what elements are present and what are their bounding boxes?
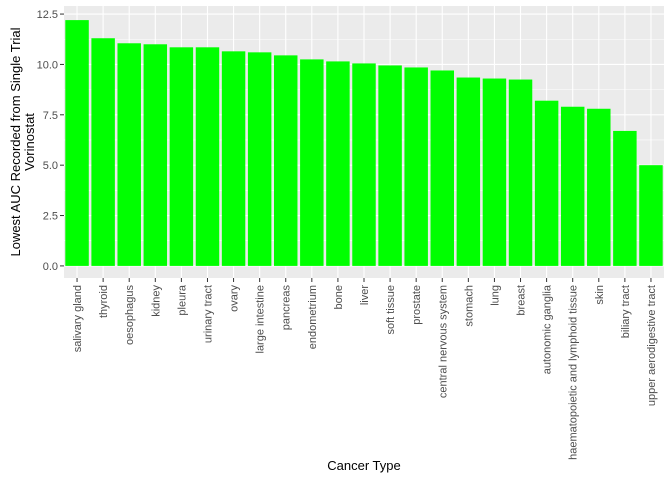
y-axis-title-line-1: Lowest AUC Recorded from Single Trial — [8, 27, 23, 256]
bars — [65, 20, 663, 266]
y-tick-label: 5.0 — [43, 160, 58, 172]
y-axis: 0.0 2.5 5.0 7.5 10.0 12.5 — [37, 9, 64, 273]
x-tick-label: skin — [594, 285, 606, 305]
bar — [508, 79, 533, 266]
x-tick-label: autonomic ganglia — [542, 284, 554, 374]
x-tick-label: ovary — [229, 285, 241, 312]
bar — [65, 20, 89, 266]
y-tick-label: 12.5 — [37, 9, 58, 21]
y-tick-label: 7.5 — [43, 110, 58, 122]
x-axis: salivary gland thyroid oesophagus kidney ple… — [72, 278, 658, 460]
bar — [587, 108, 611, 266]
x-tick-label: thyroid — [98, 285, 110, 318]
x-tick-label: large intestine — [255, 285, 267, 354]
bar — [352, 63, 376, 266]
bar — [639, 165, 663, 266]
x-tick-label: lung — [489, 285, 501, 306]
x-tick-label: bone — [333, 285, 345, 309]
x-tick-label: liver — [359, 285, 371, 306]
x-tick-label: kidney — [150, 285, 162, 317]
x-tick-label: upper aerodigestive tract — [646, 285, 658, 406]
bar — [221, 51, 246, 266]
x-tick-label: pancreas — [281, 285, 293, 331]
bar — [404, 67, 428, 266]
x-tick-label: endometrium — [307, 285, 319, 349]
x-tick-label: prostate — [411, 285, 423, 325]
bar — [143, 44, 168, 266]
bar — [560, 106, 585, 266]
bar — [300, 59, 324, 266]
y-axis-title-line-2: Vorinostat — [22, 113, 37, 171]
x-tick-label: stomach — [463, 285, 475, 327]
bar — [247, 52, 272, 266]
x-tick-label: biliary tract — [620, 285, 632, 338]
x-tick-label: pleura — [176, 284, 188, 315]
bar — [91, 38, 115, 266]
bar — [456, 77, 481, 266]
bar — [117, 43, 141, 266]
y-tick-label: 0.0 — [43, 261, 58, 273]
x-tick-label: central nervous system — [437, 285, 449, 398]
y-tick-label: 2.5 — [43, 211, 58, 223]
bar — [326, 61, 350, 266]
x-tick-label: soft tissue — [385, 285, 397, 335]
bar — [613, 130, 637, 266]
bar — [534, 100, 559, 266]
bar — [195, 47, 220, 266]
x-tick-label: salivary gland — [72, 285, 84, 352]
bar — [378, 65, 402, 266]
x-tick-label: haematopoietic and lymphoid tissue — [568, 285, 580, 460]
y-tick-label: 10.0 — [37, 59, 58, 71]
bar — [274, 55, 298, 266]
bar — [169, 47, 194, 266]
bar — [430, 70, 454, 266]
bar — [482, 78, 507, 266]
x-tick-label: urinary tract — [202, 285, 214, 343]
x-tick-label: breast — [516, 285, 528, 316]
x-tick-label: oesophagus — [124, 285, 136, 345]
x-axis-title: Cancer Type — [327, 458, 400, 473]
